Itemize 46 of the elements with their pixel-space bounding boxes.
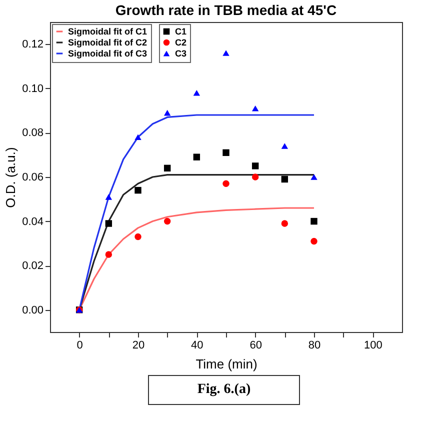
- point: [281, 143, 288, 149]
- y-tick-label: 0.10: [22, 82, 44, 95]
- chart-title: Growth rate in TBB media at 45'C: [115, 2, 337, 18]
- y-axis-title: O.D. (a.u.): [3, 147, 18, 208]
- point: [105, 220, 112, 227]
- x-tick-label: 40: [191, 340, 204, 352]
- point: [105, 251, 112, 258]
- caption: Fig. 6.(a): [148, 375, 300, 405]
- legend-label: Sigmoidal fit of C1: [68, 26, 148, 36]
- point: [281, 220, 288, 227]
- point: [310, 174, 318, 180]
- point: [222, 50, 230, 56]
- point: [164, 218, 171, 225]
- point: [281, 176, 288, 183]
- legend-label: Sigmoidal fit of C2: [68, 38, 148, 48]
- point: [193, 154, 200, 160]
- point: [105, 194, 112, 200]
- legend-label: C1: [175, 26, 187, 36]
- y-tick-label: 0.00: [22, 304, 44, 316]
- x-tick-label: 0: [76, 340, 83, 352]
- point: [164, 164, 171, 172]
- point: [164, 110, 171, 116]
- legend-label: Sigmoidal fit of C3: [68, 48, 148, 58]
- point: [252, 105, 259, 112]
- x-tick-label: 20: [132, 340, 145, 352]
- y-tick-label: 0.12: [22, 38, 44, 51]
- point: [252, 162, 259, 170]
- point: [134, 233, 142, 240]
- y-tick-label: 0.04: [22, 216, 44, 228]
- x-tick-label: 60: [250, 340, 262, 352]
- legend-label: C2: [175, 38, 187, 48]
- y-tick-label: 0.08: [22, 127, 44, 140]
- x-axis-title: Time (min): [196, 356, 258, 372]
- y-tick-label: 0.02: [22, 260, 44, 272]
- point: [310, 218, 318, 225]
- y-tick-label: 0.06: [22, 172, 44, 184]
- legend-label: C3: [175, 48, 187, 58]
- x-tick-label: 80: [308, 340, 321, 352]
- point: [134, 134, 142, 140]
- point: [252, 174, 259, 180]
- point: [222, 149, 230, 156]
- point: [222, 180, 230, 187]
- point: [193, 90, 200, 96]
- point: [134, 186, 142, 194]
- x-tick-label: 100: [364, 340, 382, 352]
- point: [310, 238, 318, 245]
